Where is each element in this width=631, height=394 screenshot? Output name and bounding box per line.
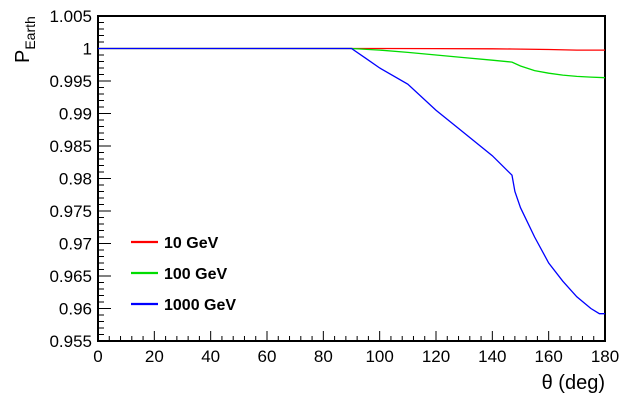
y-axis-title-main: P xyxy=(12,50,34,63)
x-tick-label: 180 xyxy=(591,347,619,366)
legend-label: 1000 GeV xyxy=(164,297,236,314)
svg-text:PEarth: PEarth xyxy=(12,16,38,63)
x-tick-label: 160 xyxy=(534,347,562,366)
y-tick-label: 0.99 xyxy=(59,105,92,124)
y-tick-label: 0.965 xyxy=(49,267,92,286)
series-line-2 xyxy=(98,47,606,79)
y-tick-label: 0.97 xyxy=(59,235,92,254)
x-axis-title: θ (deg) xyxy=(542,372,605,394)
x-tick-label: 100 xyxy=(365,347,393,366)
y-tick-label: 1.005 xyxy=(49,7,92,26)
x-axis-ticks: 0 20 40 60 80 100 120 140 160 180 xyxy=(93,331,619,366)
y-tick-label: 0.985 xyxy=(49,137,92,156)
series-line-3 xyxy=(98,47,605,315)
legend-label: 100 GeV xyxy=(164,266,227,283)
y-axis-title-sub: Earth xyxy=(22,16,38,49)
y-tick-label: 0.995 xyxy=(49,72,92,91)
y-axis-ticks: 0.955 0.96 0.965 0.97 0.975 0.98 0.985 0.99 0.99… xyxy=(49,7,111,351)
y-axis-title: PEarth xyxy=(12,16,38,63)
x-tick-label: 80 xyxy=(314,347,333,366)
x-tick-label: 120 xyxy=(422,347,450,366)
y-tick-label: 0.955 xyxy=(49,332,92,351)
y-tick-label: 1 xyxy=(83,40,92,59)
y-tick-label: 0.975 xyxy=(49,202,92,221)
y-tick-label: 0.96 xyxy=(59,300,92,319)
series-lines xyxy=(98,47,606,315)
legend-label: 10 GeV xyxy=(164,235,219,252)
x-tick-label: 40 xyxy=(201,347,220,366)
x-tick-label: 60 xyxy=(258,347,277,366)
x-tick-label: 0 xyxy=(93,347,102,366)
y-tick-label: 0.98 xyxy=(59,170,92,189)
x-tick-label: 140 xyxy=(478,347,506,366)
plot-frame xyxy=(97,15,606,342)
x-tick-label: 20 xyxy=(145,347,164,366)
legend: 10 GeV 100 GeV 1000 GeV xyxy=(131,235,236,314)
